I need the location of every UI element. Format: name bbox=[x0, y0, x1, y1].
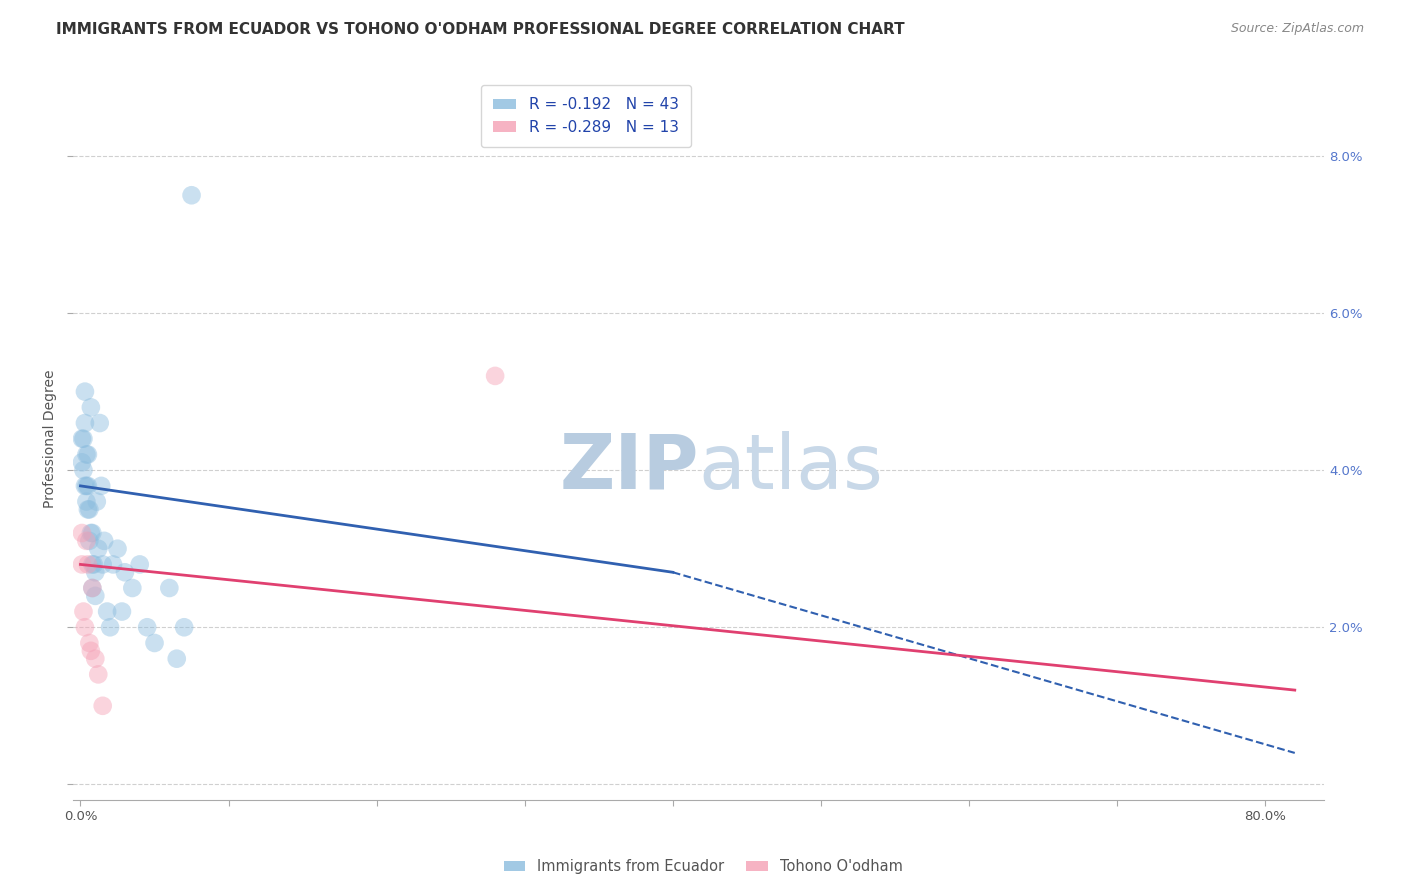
Point bbox=[79, 636, 101, 650]
Point bbox=[73, 384, 96, 399]
Legend: Immigrants from Ecuador, Tohono O'odham: Immigrants from Ecuador, Tohono O'odham bbox=[498, 854, 908, 880]
Point bbox=[80, 401, 103, 415]
Point bbox=[84, 566, 107, 580]
Point bbox=[75, 533, 97, 548]
Point bbox=[75, 494, 97, 508]
Point bbox=[75, 479, 97, 493]
Point bbox=[82, 581, 104, 595]
Text: ZIP: ZIP bbox=[560, 431, 699, 505]
Point bbox=[111, 605, 134, 619]
Point bbox=[121, 581, 143, 595]
Point bbox=[77, 447, 100, 461]
Point bbox=[83, 558, 105, 572]
Point bbox=[107, 541, 129, 556]
Legend: R = -0.192   N = 43, R = -0.289   N = 13: R = -0.192 N = 43, R = -0.289 N = 13 bbox=[481, 85, 690, 147]
Y-axis label: Professional Degree: Professional Degree bbox=[44, 369, 58, 508]
Point bbox=[484, 368, 506, 383]
Point bbox=[91, 558, 114, 572]
Point bbox=[84, 589, 107, 603]
Point bbox=[96, 605, 118, 619]
Point bbox=[101, 558, 124, 572]
Point bbox=[77, 502, 100, 516]
Point bbox=[143, 636, 166, 650]
Point bbox=[98, 620, 121, 634]
Point bbox=[84, 651, 107, 665]
Point bbox=[79, 533, 101, 548]
Point bbox=[72, 463, 94, 477]
Text: IMMIGRANTS FROM ECUADOR VS TOHONO O'ODHAM PROFESSIONAL DEGREE CORRELATION CHART: IMMIGRANTS FROM ECUADOR VS TOHONO O'ODHA… bbox=[56, 22, 905, 37]
Point bbox=[87, 541, 110, 556]
Point bbox=[173, 620, 195, 634]
Point bbox=[70, 455, 93, 469]
Point bbox=[82, 558, 104, 572]
Text: Source: ZipAtlas.com: Source: ZipAtlas.com bbox=[1230, 22, 1364, 36]
Point bbox=[77, 558, 100, 572]
Point bbox=[90, 479, 112, 493]
Point bbox=[72, 432, 94, 446]
Point bbox=[114, 566, 136, 580]
Point bbox=[80, 644, 103, 658]
Point bbox=[180, 188, 202, 202]
Point bbox=[93, 533, 115, 548]
Point bbox=[70, 432, 93, 446]
Point bbox=[91, 698, 114, 713]
Point bbox=[73, 479, 96, 493]
Text: atlas: atlas bbox=[699, 431, 883, 505]
Point bbox=[73, 620, 96, 634]
Point bbox=[73, 416, 96, 430]
Point bbox=[72, 605, 94, 619]
Point bbox=[86, 494, 108, 508]
Point bbox=[128, 558, 150, 572]
Point bbox=[79, 502, 101, 516]
Point bbox=[70, 558, 93, 572]
Point bbox=[89, 416, 111, 430]
Point bbox=[82, 581, 104, 595]
Point bbox=[87, 667, 110, 681]
Point bbox=[136, 620, 159, 634]
Point bbox=[70, 526, 93, 541]
Point bbox=[82, 526, 104, 541]
Point bbox=[75, 447, 97, 461]
Point bbox=[157, 581, 180, 595]
Point bbox=[77, 479, 100, 493]
Point bbox=[166, 651, 188, 665]
Point bbox=[80, 526, 103, 541]
